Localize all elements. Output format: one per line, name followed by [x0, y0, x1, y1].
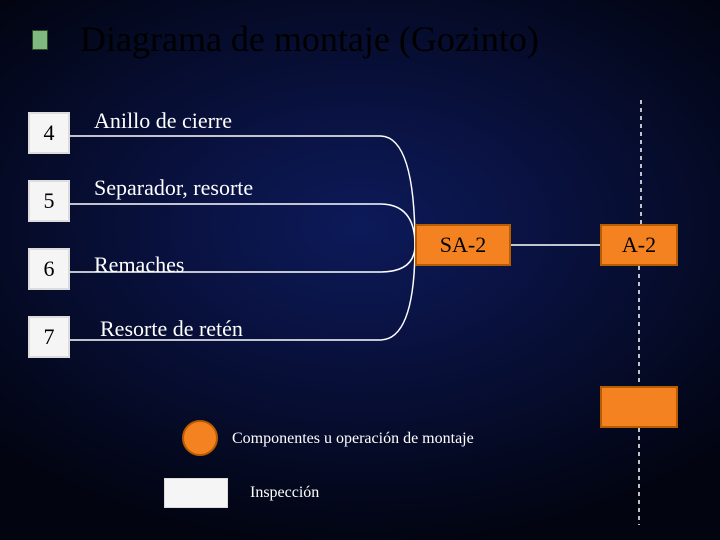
legend-circle-label: Componentes u operación de montaje	[232, 430, 474, 448]
part-label-7: Resorte de retén	[100, 316, 243, 342]
slide-title: Diagrama de montaje (Gozinto)	[80, 18, 539, 60]
assembly-box-a-5: A-5	[600, 386, 678, 428]
title-bullet-icon	[32, 30, 48, 50]
part-box-6: 6	[28, 248, 70, 290]
part-box-5: 5	[28, 180, 70, 222]
part-label-4: Anillo de cierre	[94, 108, 232, 134]
part-box-4: 4	[28, 112, 70, 154]
legend-rect-label: Inspección	[250, 484, 319, 502]
legend-rect-icon	[164, 478, 228, 508]
part-label-5: Separador, resorte	[94, 175, 253, 201]
part-label-6: Remaches	[94, 252, 184, 278]
part-box-7: 7	[28, 316, 70, 358]
legend-circle-icon	[182, 420, 218, 456]
assembly-box-sa-2: SA-2	[415, 224, 511, 266]
assembly-box-a-2: A-2	[600, 224, 678, 266]
